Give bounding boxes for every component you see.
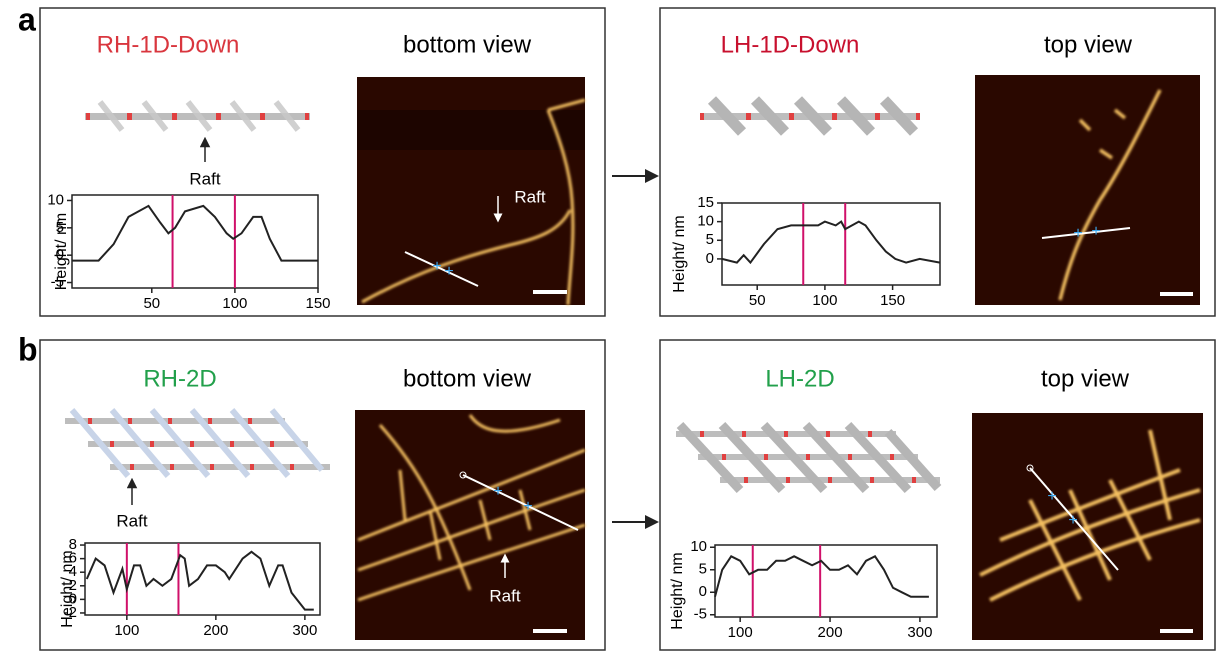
y-tick-label: 10 — [690, 538, 707, 555]
y-tick-label: 0 — [699, 583, 707, 600]
profile-line — [87, 552, 314, 610]
annotation: Raft — [189, 169, 220, 188]
y-tick-label: 5 — [699, 561, 707, 578]
x-tick-label: 300 — [907, 624, 932, 641]
view-label: bottom view — [403, 365, 532, 392]
x-tick-label: 200 — [818, 624, 843, 641]
schematic — [65, 410, 330, 505]
panel-label: b — [18, 331, 38, 367]
figure: a b RH-1D-Down bottom view LH-1D-Down to… — [0, 0, 1222, 653]
plot-frame — [85, 543, 320, 615]
x-tick-label: 150 — [305, 295, 330, 312]
view-label: top view — [1041, 365, 1130, 392]
svg-text:+: + — [523, 498, 532, 515]
svg-text:+: + — [1068, 512, 1077, 529]
profile-line — [722, 222, 940, 263]
y-tick-label: 10 — [47, 191, 64, 208]
svg-text:+: + — [444, 263, 453, 280]
x-tick-label: 200 — [203, 622, 228, 639]
y-axis-label: Height/ nm — [53, 213, 70, 290]
y-tick-label: 15 — [697, 194, 714, 211]
x-tick-label: 100 — [222, 295, 247, 312]
y-tick-label: 10 — [697, 213, 714, 230]
panel-label: a — [18, 1, 36, 37]
x-tick-label: 100 — [728, 624, 753, 641]
y-axis-label: Height/ nm — [59, 550, 76, 627]
profile-line — [72, 206, 318, 261]
x-tick-label: 300 — [292, 622, 317, 639]
afm-image: ++ — [357, 77, 585, 305]
schematic — [85, 102, 310, 162]
panel-title: RH-1D-Down — [97, 31, 240, 58]
annotation: Raft — [489, 586, 520, 605]
annotation: Raft — [514, 187, 545, 206]
svg-text:+: + — [1073, 225, 1082, 242]
x-tick-label: 150 — [880, 292, 905, 309]
view-label: top view — [1044, 31, 1133, 58]
annotation: Raft — [116, 511, 147, 530]
afm-image: ++ — [972, 413, 1203, 640]
svg-text:+: + — [1047, 488, 1056, 505]
y-axis-label: Height/ nm — [669, 552, 686, 629]
y-tick-label: -5 — [694, 606, 707, 623]
y-tick-label: 5 — [706, 231, 714, 248]
view-label: bottom view — [403, 31, 532, 58]
afm-image: ++ — [355, 410, 585, 640]
x-tick-label: 100 — [812, 292, 837, 309]
panel-title: RH-2D — [143, 365, 216, 392]
schematic — [676, 425, 940, 490]
x-tick-label: 50 — [143, 295, 160, 312]
plot-frame — [715, 545, 937, 617]
panel-title: LH-1D-Down — [721, 31, 860, 58]
x-tick-label: 100 — [114, 622, 139, 639]
svg-text:+: + — [432, 258, 441, 275]
svg-text:+: + — [493, 483, 502, 500]
afm-image: ++ — [975, 75, 1200, 305]
plot-frame — [722, 203, 940, 285]
y-axis-label: Height/ nm — [671, 215, 688, 292]
profile-line — [715, 556, 929, 597]
panel-title: LH-2D — [765, 365, 834, 392]
y-tick-label: 0 — [706, 250, 714, 267]
x-tick-label: 50 — [749, 292, 766, 309]
schematic — [700, 100, 920, 132]
svg-text:+: + — [1091, 223, 1100, 240]
